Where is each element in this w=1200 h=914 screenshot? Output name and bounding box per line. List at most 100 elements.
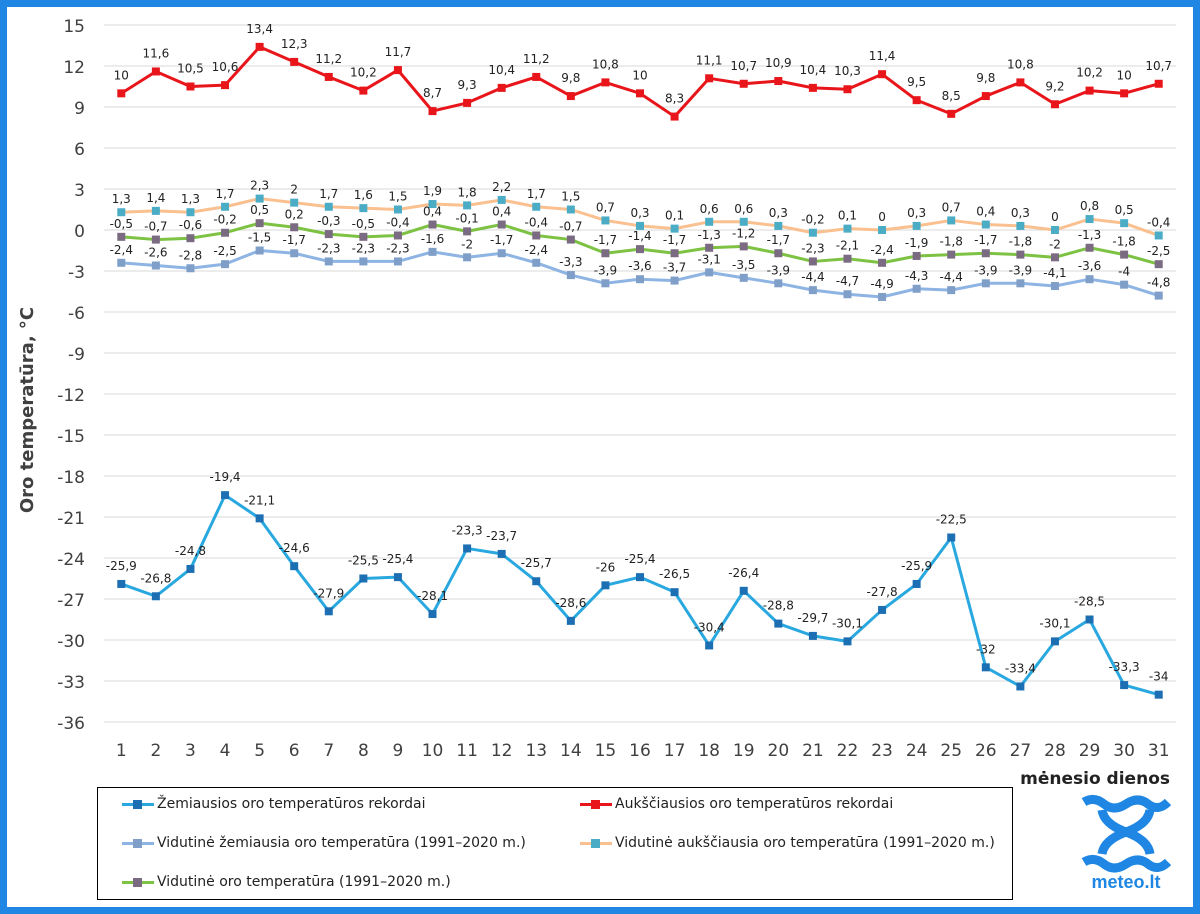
data-point: [636, 573, 644, 582]
data-label: -2,6: [144, 246, 167, 260]
data-label: 10: [632, 68, 647, 82]
y-tick-label: 12: [63, 58, 85, 78]
x-tick-label: 28: [1044, 741, 1066, 761]
data-point: [532, 231, 541, 240]
data-label: 10,3: [834, 64, 861, 78]
data-point: [1120, 89, 1129, 98]
data-point: [566, 616, 575, 625]
x-tick-label: 14: [560, 741, 582, 761]
data-point: [393, 231, 402, 240]
data-point: [774, 619, 783, 628]
data-label: 1,3: [181, 192, 200, 206]
data-point: [981, 663, 990, 672]
y-tick-label: -30: [57, 632, 85, 652]
data-point: [255, 42, 264, 51]
x-tick-label: 23: [871, 741, 893, 761]
data-label: 0,1: [838, 209, 857, 223]
data-point: [221, 260, 230, 269]
data-label: -1,7: [767, 233, 790, 247]
data-point: [186, 264, 195, 273]
data-label: -1,3: [697, 228, 720, 242]
data-point: [393, 257, 402, 266]
data-point: [808, 631, 817, 640]
x-tick-label: 29: [1079, 741, 1101, 761]
x-tick-label: 24: [906, 741, 928, 761]
data-label: 0: [878, 210, 886, 224]
data-point: [324, 257, 333, 266]
data-label: -0,2: [801, 213, 824, 227]
data-point: [981, 220, 990, 229]
data-point: [1154, 260, 1163, 269]
data-point: [290, 198, 299, 207]
data-point: [1085, 243, 1094, 252]
data-label: -2,3: [386, 241, 409, 255]
data-point: [186, 234, 195, 243]
data-point: [532, 202, 541, 211]
data-label: -1,8: [1009, 235, 1032, 249]
data-label: 0,7: [596, 200, 615, 214]
data-point: [808, 83, 817, 92]
data-point: [290, 249, 299, 258]
data-point: [359, 232, 368, 241]
legend-swatch-avg: [122, 877, 154, 887]
data-label: -1,4: [628, 229, 651, 243]
data-point: [1016, 682, 1025, 691]
data-label: -0,4: [525, 215, 548, 229]
data-label: 2,2: [492, 180, 511, 194]
data-label: -3,7: [663, 261, 686, 275]
data-label: 0,3: [1011, 206, 1030, 220]
data-label: -0,1: [455, 211, 478, 225]
data-point: [705, 243, 714, 252]
data-point: [532, 72, 541, 81]
y-tick-label: 9: [74, 99, 85, 119]
data-label: 10,2: [350, 66, 377, 80]
data-point: [117, 89, 126, 98]
data-point: [566, 271, 575, 280]
data-label: -2,4: [110, 243, 133, 257]
data-label: -1,7: [974, 233, 997, 247]
y-tick-label: -27: [57, 591, 85, 611]
data-label: 0,5: [250, 203, 269, 217]
data-point: [601, 249, 610, 258]
data-point: [463, 544, 472, 553]
x-tick-label: 17: [664, 741, 686, 761]
data-label: 1,4: [146, 191, 165, 205]
data-label: -0,7: [559, 220, 582, 234]
data-label: -25,5: [348, 554, 379, 568]
data-point: [186, 208, 195, 217]
data-point: [601, 216, 610, 225]
data-point: [947, 250, 956, 259]
data-point: [117, 232, 126, 241]
data-point: [428, 107, 437, 116]
data-label: -2,3: [801, 241, 824, 255]
data-point: [808, 228, 817, 237]
data-point: [601, 279, 610, 288]
data-label: -33,3: [1109, 660, 1140, 674]
y-tick-label: 15: [63, 17, 85, 37]
data-point: [117, 258, 126, 267]
y-tick-label: 6: [74, 140, 85, 160]
x-tick-label: 8: [358, 741, 369, 761]
data-label: -1,7: [282, 233, 305, 247]
data-label: 0,4: [976, 205, 995, 219]
data-point: [912, 251, 921, 260]
data-label: -4,7: [836, 274, 859, 288]
data-point: [636, 245, 644, 254]
data-label: -0,6: [179, 218, 202, 232]
data-label: 0,4: [423, 205, 442, 219]
data-point: [117, 208, 126, 217]
data-point: [739, 586, 748, 595]
data-point: [912, 96, 921, 105]
data-point: [601, 78, 610, 87]
data-point: [221, 228, 230, 237]
data-point: [739, 79, 748, 88]
data-point: [670, 249, 679, 258]
data-label: -3,9: [974, 263, 997, 277]
data-point: [1016, 78, 1025, 87]
x-tick-label: 31: [1148, 741, 1170, 761]
data-label: -4,4: [940, 270, 963, 284]
data-label: 10: [114, 68, 129, 82]
data-point: [636, 275, 644, 284]
data-point: [739, 273, 748, 282]
data-label: -19,4: [210, 470, 241, 484]
